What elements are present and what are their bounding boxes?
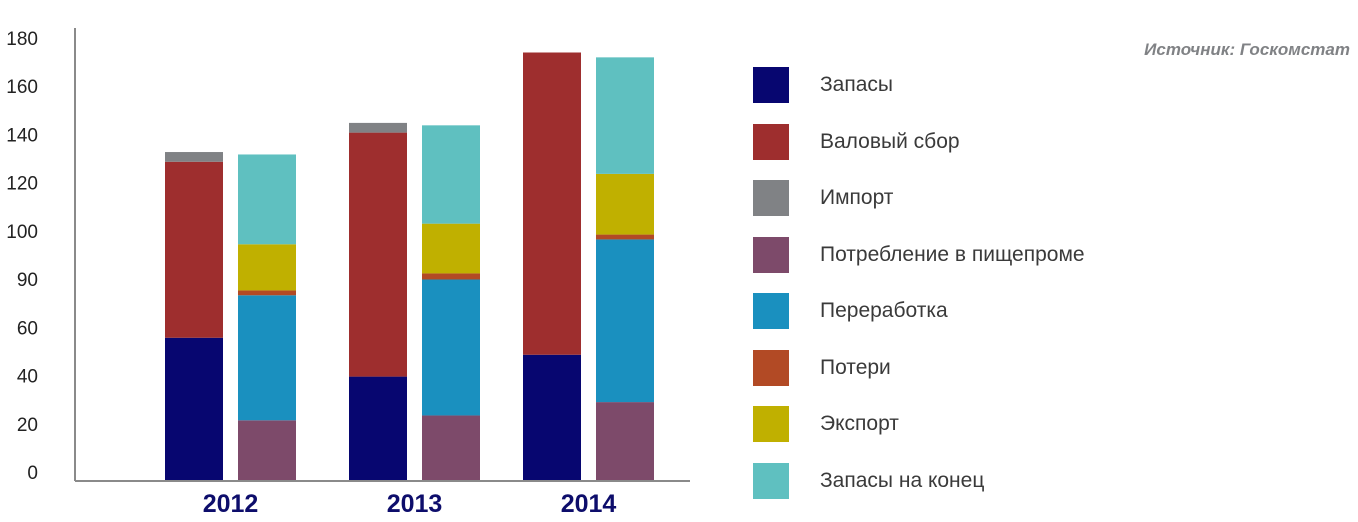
- bar-segment-2012-Импорт: [165, 152, 223, 162]
- y-axis-tick-labels: 0 20 40 60 90 100 120 140 160 180: [6, 29, 38, 484]
- bar-segment-2013-Импорт: [349, 122, 407, 133]
- legend-label: Валовый сбор: [820, 129, 960, 153]
- bar-segment-2014-Запасы на конец: [596, 57, 654, 174]
- legend-label: Переработка: [820, 299, 948, 323]
- y-tick-label: 90: [17, 270, 38, 291]
- bar-segment-2014-Экспорт: [596, 173, 654, 235]
- y-tick-label: 20: [17, 415, 38, 436]
- legend-item: Потери: [753, 340, 1085, 397]
- legend-swatch: [753, 67, 789, 104]
- bar-segment-2014-Запасы: [523, 354, 581, 481]
- bar-segment-2012-Валовый сбор: [165, 161, 223, 338]
- bar-segment-2014-Потребление в пищепроме: [596, 402, 654, 481]
- bar-segment-2013-Потери: [422, 273, 480, 280]
- legend-swatch: [753, 293, 789, 330]
- legend-swatch: [753, 349, 789, 386]
- legend-item: Импорт: [753, 170, 1085, 227]
- x-tick-label: 2013: [387, 490, 443, 518]
- bar-segment-2013-Экспорт: [422, 223, 480, 274]
- bars: [165, 52, 654, 481]
- bar-segment-2013-Валовый сбор: [349, 132, 407, 377]
- bar-segment-2012-Переработка: [238, 295, 296, 421]
- y-tick-label: 40: [17, 367, 38, 388]
- x-tick-label: 2014: [561, 490, 617, 518]
- bar-segment-2013-Запасы на конец: [422, 125, 480, 224]
- legend-label: Потребление в пищепроме: [820, 242, 1085, 266]
- y-tick-label: 100: [6, 222, 38, 243]
- legend-item: Потребление в пищепроме: [753, 227, 1085, 284]
- bar-segment-2014-Валовый сбор: [523, 52, 581, 355]
- y-tick-label: 120: [6, 174, 38, 195]
- bar-segment-2013-Запасы: [349, 376, 407, 481]
- y-tick-label: 160: [6, 77, 38, 98]
- bar-segment-2012-Экспорт: [238, 244, 296, 291]
- bar-segment-2012-Запасы на конец: [238, 154, 296, 245]
- legend-swatch: [753, 180, 789, 217]
- legend-item: Запасы на конец: [753, 453, 1085, 510]
- legend-item: Переработка: [753, 283, 1085, 340]
- legend-label: Запасы на конец: [820, 468, 985, 492]
- legend-item: Валовый сбор: [753, 114, 1085, 171]
- legend-label: Импорт: [820, 186, 894, 210]
- y-tick-label: 0: [27, 463, 38, 484]
- stacked-bar-chart: 0 20 40 60 90 100 120 140 160 180 2012 2013 2014: [6, 28, 690, 518]
- x-tick-label: 2012: [203, 490, 259, 518]
- bar-segment-2012-Потери: [238, 290, 296, 296]
- source-note: Источник: Госкомстат: [1144, 40, 1350, 59]
- bar-segment-2014-Потери: [596, 234, 654, 240]
- x-axis-tick-labels: 2012 2013 2014: [203, 490, 617, 518]
- legend-swatch: [753, 236, 789, 273]
- y-tick-label: 140: [6, 125, 38, 146]
- legend-label: Экспорт: [820, 412, 899, 436]
- legend-swatch: [753, 462, 789, 499]
- y-tick-label: 180: [6, 29, 38, 50]
- legend: Запасы Валовый сбор Импорт Потребление в пи…: [753, 57, 1085, 509]
- legend-swatch: [753, 406, 789, 443]
- bar-segment-2013-Потребление в пищепроме: [422, 415, 480, 481]
- bar-segment-2012-Потребление в пищепроме: [238, 420, 296, 481]
- bar-segment-2013-Переработка: [422, 279, 480, 416]
- legend-item: Запасы: [753, 57, 1085, 114]
- bar-segment-2014-Переработка: [596, 239, 654, 403]
- bar-segment-2012-Запасы: [165, 337, 223, 481]
- legend-label: Потери: [820, 355, 891, 379]
- y-tick-label: 60: [17, 318, 38, 339]
- legend-item: Экспорт: [753, 396, 1085, 453]
- legend-swatch: [753, 123, 789, 160]
- legend-label: Запасы: [820, 73, 894, 97]
